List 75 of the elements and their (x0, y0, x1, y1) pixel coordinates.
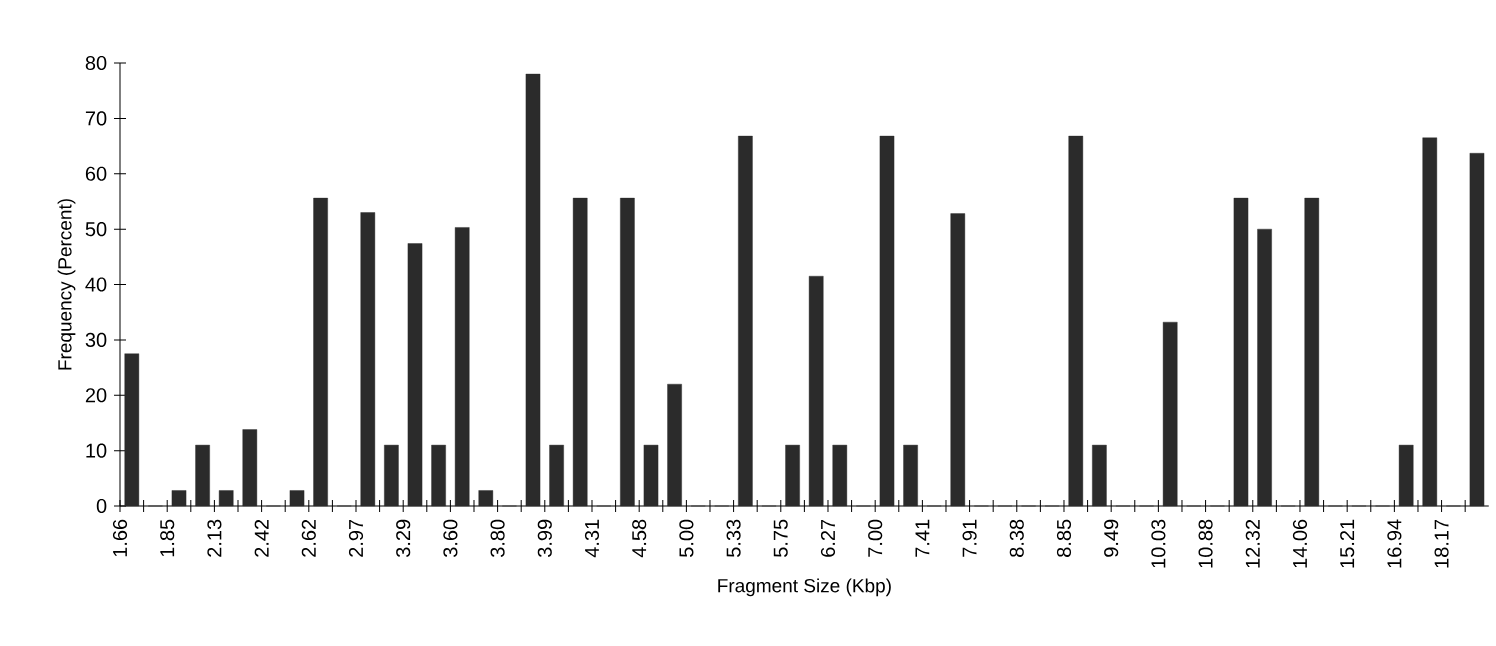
bar (1398, 444, 1414, 507)
x-tick-label: 4.58 (632, 519, 647, 558)
x-tick-label: 6.27 (820, 519, 836, 557)
bar (124, 353, 140, 507)
x-tick-label: 5.00 (679, 519, 694, 557)
bar (218, 490, 234, 507)
x-tick-label: 2.13 (207, 519, 222, 557)
x-tick-label: 4.31 (584, 519, 600, 558)
bar (903, 444, 918, 507)
bar (572, 197, 588, 507)
bar (1233, 197, 1249, 507)
bar (950, 213, 966, 507)
bar (879, 135, 895, 507)
bar (1304, 197, 1320, 507)
x-tick-label: 8.85 (1056, 519, 1072, 557)
bar (454, 227, 470, 507)
bar (478, 490, 494, 507)
bar (1162, 321, 1178, 507)
y-tick-label: 10 (86, 443, 107, 458)
bar (549, 444, 564, 507)
x-tick-label: 3.29 (396, 519, 411, 558)
x-tick-label: 7.41 (915, 519, 930, 557)
bar (431, 444, 446, 507)
x-tick-label: 2.62 (301, 519, 316, 557)
x-tick-label: 15.21 (1340, 519, 1355, 568)
y-tick-label: 70 (85, 111, 107, 126)
bar (384, 444, 399, 507)
x-tick-label: 16.94 (1387, 519, 1402, 568)
x-tick-label: 14.06 (1292, 519, 1308, 568)
bar (832, 444, 848, 507)
y-tick-label: 60 (85, 166, 107, 181)
y-tick-label: 20 (85, 388, 107, 403)
x-tick-label: 8.38 (1009, 519, 1024, 557)
bar (289, 490, 305, 507)
bar (1068, 135, 1084, 507)
x-tick-label: 3.60 (443, 519, 458, 558)
x-tick-label: 1.66 (112, 519, 128, 557)
x-axis-title: Fragment Size (Kbp) (718, 578, 891, 597)
bar (738, 135, 753, 507)
x-tick-label: 2.97 (348, 519, 364, 557)
y-tick-label: 40 (85, 277, 107, 292)
bar (195, 444, 210, 507)
y-tick-label: 50 (85, 222, 107, 237)
bar (1092, 444, 1107, 507)
bar (620, 197, 635, 507)
y-tick-label: 30 (85, 332, 107, 347)
bar (242, 429, 258, 507)
bar (171, 490, 187, 507)
x-tick-label: 9.49 (1104, 519, 1119, 557)
x-tick-label: 7.00 (868, 519, 883, 557)
x-tick-label: 2.42 (254, 519, 269, 557)
bar (407, 243, 423, 507)
bar (360, 212, 376, 507)
bar (808, 275, 824, 507)
bar (313, 197, 328, 507)
bar (643, 444, 659, 507)
x-tick-label: 7.91 (962, 519, 977, 557)
x-tick-label: 12.32 (1245, 519, 1260, 568)
x-tick-label: 5.75 (773, 519, 788, 557)
x-tick-label: 1.85 (160, 519, 175, 557)
bar (785, 444, 800, 507)
y-axis-title: Frequency (Percent) (57, 199, 76, 370)
bar (1469, 153, 1485, 507)
x-tick-label: 10.88 (1198, 519, 1213, 568)
x-tick-label: 10.03 (1151, 519, 1166, 568)
x-tick-label: 18.17 (1434, 519, 1449, 568)
bar (525, 73, 541, 507)
y-tick-label: 0 (96, 498, 107, 514)
bar (1422, 137, 1438, 507)
bar (1257, 228, 1272, 507)
x-tick-label: 3.99 (537, 519, 552, 558)
x-tick-label: 5.33 (726, 519, 741, 557)
y-tick-label: 80 (85, 55, 107, 71)
x-tick-label: 3.80 (490, 519, 505, 558)
bar (667, 383, 682, 507)
